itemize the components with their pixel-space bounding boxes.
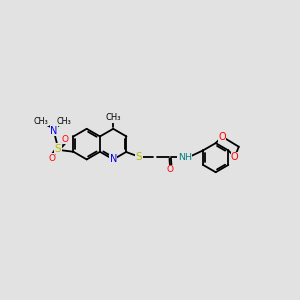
Text: CH₃: CH₃ [34, 117, 49, 126]
Text: O: O [62, 135, 69, 144]
Text: O: O [48, 154, 55, 163]
Text: N: N [50, 126, 57, 136]
Text: CH₃: CH₃ [57, 117, 71, 126]
Text: CH₃: CH₃ [106, 113, 121, 122]
Text: N: N [110, 154, 117, 164]
Text: O: O [167, 165, 174, 174]
Text: S: S [55, 144, 62, 154]
Text: O: O [231, 152, 238, 162]
Text: NH: NH [178, 153, 192, 162]
Text: O: O [218, 132, 226, 142]
Text: S: S [136, 152, 142, 162]
